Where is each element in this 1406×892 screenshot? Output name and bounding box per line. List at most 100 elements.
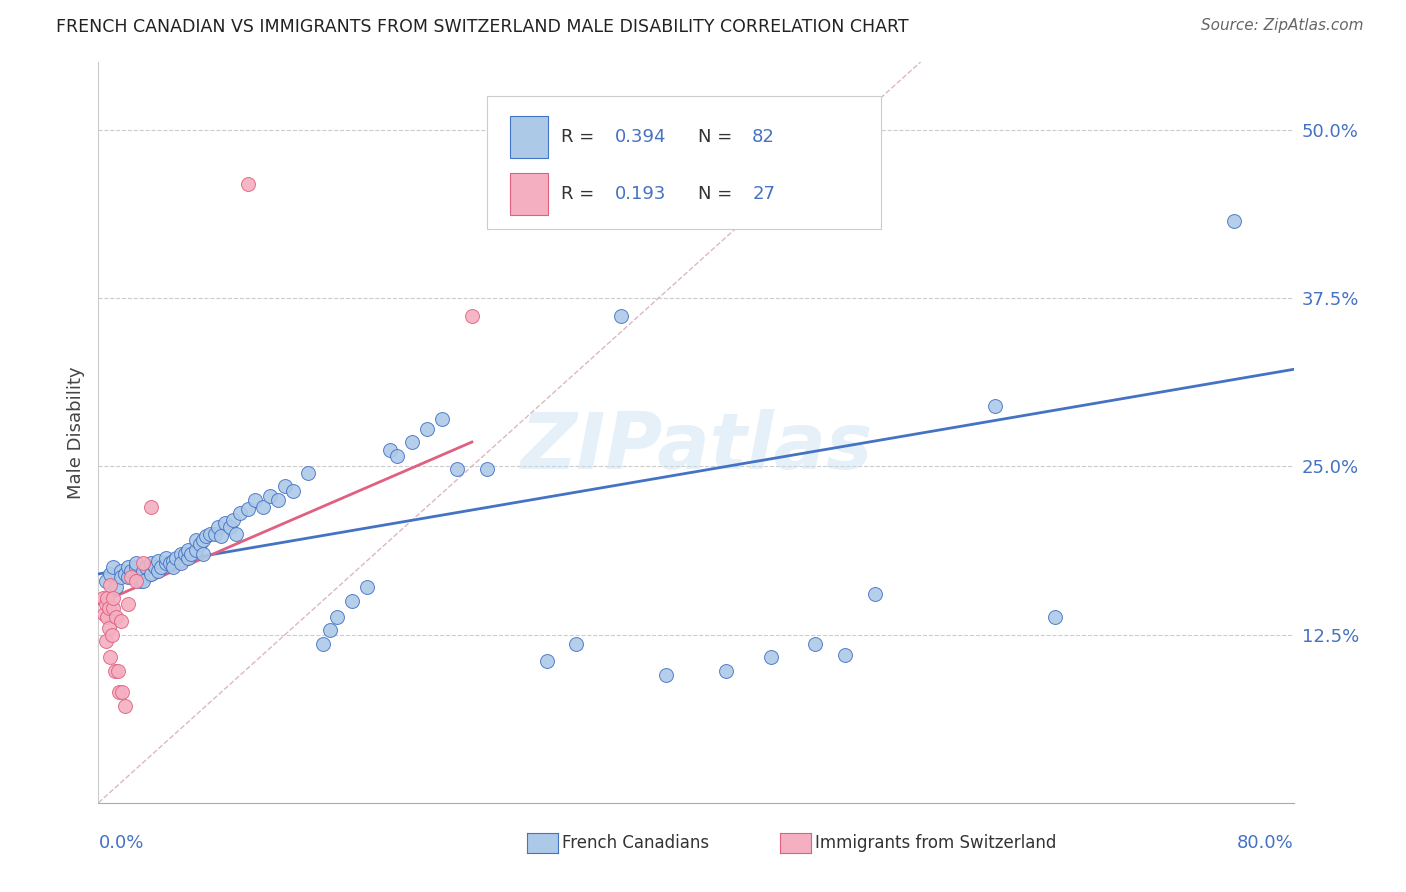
- Point: [110, 564, 132, 578]
- Point: [117, 569, 139, 583]
- Point: [214, 516, 236, 530]
- Point: [125, 574, 148, 588]
- Point: [222, 513, 245, 527]
- Point: [132, 556, 155, 570]
- Point: [169, 556, 191, 570]
- Text: R =: R =: [561, 185, 600, 202]
- Point: [135, 560, 157, 574]
- Point: [225, 526, 247, 541]
- Point: [565, 637, 588, 651]
- Point: [105, 581, 128, 595]
- Point: [139, 500, 162, 514]
- Point: [385, 449, 409, 463]
- Point: [475, 462, 498, 476]
- Text: FRENCH CANADIAN VS IMMIGRANTS FROM SWITZERLAND MALE DISABILITY CORRELATION CHART: FRENCH CANADIAN VS IMMIGRANTS FROM SWITZ…: [56, 18, 908, 36]
- Point: [98, 578, 122, 592]
- Point: [236, 177, 259, 191]
- Point: [446, 462, 468, 476]
- Point: [401, 435, 423, 450]
- Point: [169, 547, 191, 561]
- Text: ZIPatlas: ZIPatlas: [520, 409, 872, 485]
- FancyBboxPatch shape: [509, 116, 548, 158]
- Point: [195, 529, 218, 543]
- Point: [91, 591, 114, 606]
- Point: [245, 492, 267, 507]
- Text: N =: N =: [699, 185, 738, 202]
- Point: [177, 550, 200, 565]
- Point: [125, 560, 148, 574]
- Text: 27: 27: [752, 185, 775, 202]
- Text: 0.394: 0.394: [614, 128, 666, 146]
- Point: [281, 483, 304, 498]
- Point: [103, 560, 125, 574]
- Point: [229, 507, 252, 521]
- Text: Immigrants from Switzerland: Immigrants from Switzerland: [815, 834, 1057, 852]
- Point: [536, 655, 558, 669]
- Point: [155, 556, 177, 570]
- Point: [209, 529, 232, 543]
- Point: [108, 685, 131, 699]
- Point: [94, 574, 117, 588]
- Point: [103, 591, 125, 606]
- Point: [114, 698, 136, 713]
- Point: [834, 648, 856, 662]
- Point: [311, 637, 333, 651]
- Point: [759, 650, 782, 665]
- Text: 0.193: 0.193: [614, 185, 666, 202]
- Point: [259, 489, 281, 503]
- Point: [110, 614, 132, 628]
- Point: [117, 560, 139, 574]
- Point: [120, 569, 142, 583]
- Text: 0.0%: 0.0%: [98, 834, 143, 852]
- Point: [143, 560, 166, 574]
- Point: [219, 520, 242, 534]
- Point: [207, 520, 229, 534]
- Point: [101, 627, 124, 641]
- Point: [204, 526, 226, 541]
- Point: [111, 685, 134, 699]
- Point: [1223, 214, 1246, 228]
- Point: [174, 547, 197, 561]
- Point: [107, 664, 129, 678]
- FancyBboxPatch shape: [509, 173, 548, 215]
- Point: [159, 556, 181, 570]
- Point: [150, 560, 173, 574]
- Point: [97, 621, 120, 635]
- Point: [104, 664, 127, 678]
- Point: [236, 502, 259, 516]
- Y-axis label: Male Disability: Male Disability: [66, 367, 84, 499]
- Point: [180, 547, 202, 561]
- Text: French Canadians: French Canadians: [562, 834, 710, 852]
- Point: [461, 309, 484, 323]
- Point: [319, 624, 342, 638]
- Point: [96, 591, 118, 606]
- Point: [114, 566, 136, 581]
- Point: [129, 574, 152, 588]
- Point: [610, 309, 633, 323]
- Point: [125, 569, 148, 583]
- Point: [110, 569, 132, 583]
- Point: [98, 650, 122, 665]
- Point: [125, 556, 148, 570]
- Point: [267, 492, 290, 507]
- Point: [98, 566, 122, 581]
- Point: [94, 597, 117, 611]
- Point: [148, 553, 170, 567]
- Point: [94, 634, 117, 648]
- Point: [93, 607, 115, 622]
- Point: [274, 479, 297, 493]
- Point: [132, 574, 155, 588]
- Point: [162, 553, 184, 567]
- Point: [714, 664, 737, 678]
- Point: [120, 564, 142, 578]
- Point: [430, 412, 453, 426]
- Point: [139, 556, 162, 570]
- Point: [184, 542, 207, 557]
- Point: [1043, 610, 1066, 624]
- Point: [865, 587, 887, 601]
- Point: [162, 560, 184, 574]
- Point: [984, 399, 1007, 413]
- Point: [139, 566, 162, 581]
- Point: [117, 597, 139, 611]
- Point: [96, 610, 118, 624]
